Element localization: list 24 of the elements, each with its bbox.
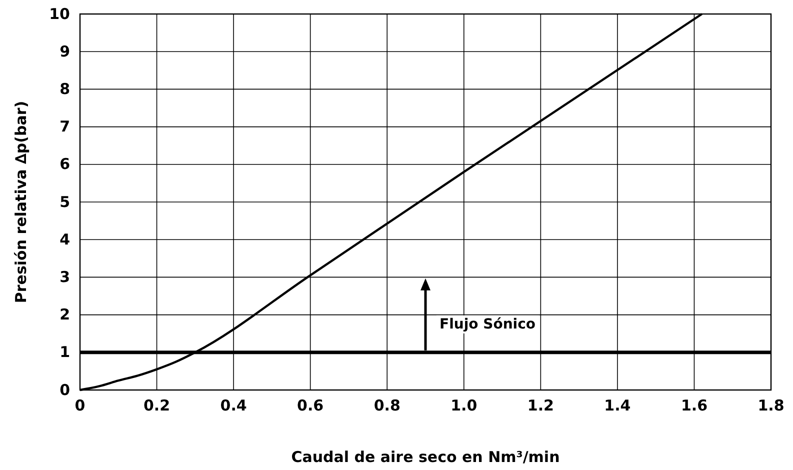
x-tick-label: 1.4: [604, 396, 631, 415]
x-axis-title: Caudal de aire seco en Nm³/min: [291, 448, 560, 466]
y-tick-label: 10: [49, 4, 70, 23]
x-tick-label: 0.2: [143, 396, 170, 415]
y-axis-title: Presión relativa ∆p(bar): [12, 100, 30, 304]
y-tick-label: 2: [60, 306, 70, 324]
x-tick-label: 1.2: [527, 396, 554, 415]
y-tick-label: 3: [60, 268, 70, 286]
x-tick-label: 1.0: [450, 396, 478, 415]
y-tick-label: 6: [60, 155, 70, 174]
x-tick-label: 0.4: [220, 396, 247, 415]
annotation: Flujo Sónico: [440, 316, 536, 332]
y-tick-label: 5: [60, 192, 70, 211]
x-tick-label: 0: [74, 396, 86, 415]
x-tick-label: 1.8: [758, 396, 784, 415]
x-tick-label: 1.6: [680, 396, 708, 415]
y-tick-label: 7: [60, 118, 70, 136]
y-tick-label: 0: [60, 380, 70, 399]
x-tick-label: 0.8: [374, 396, 400, 415]
y-tick-label: 8: [60, 80, 70, 98]
x-tick-label: 0.6: [297, 396, 324, 415]
y-tick-label: 1: [60, 343, 70, 362]
y-tick-label: 9: [60, 42, 70, 60]
y-tick-label: 4: [60, 230, 70, 248]
